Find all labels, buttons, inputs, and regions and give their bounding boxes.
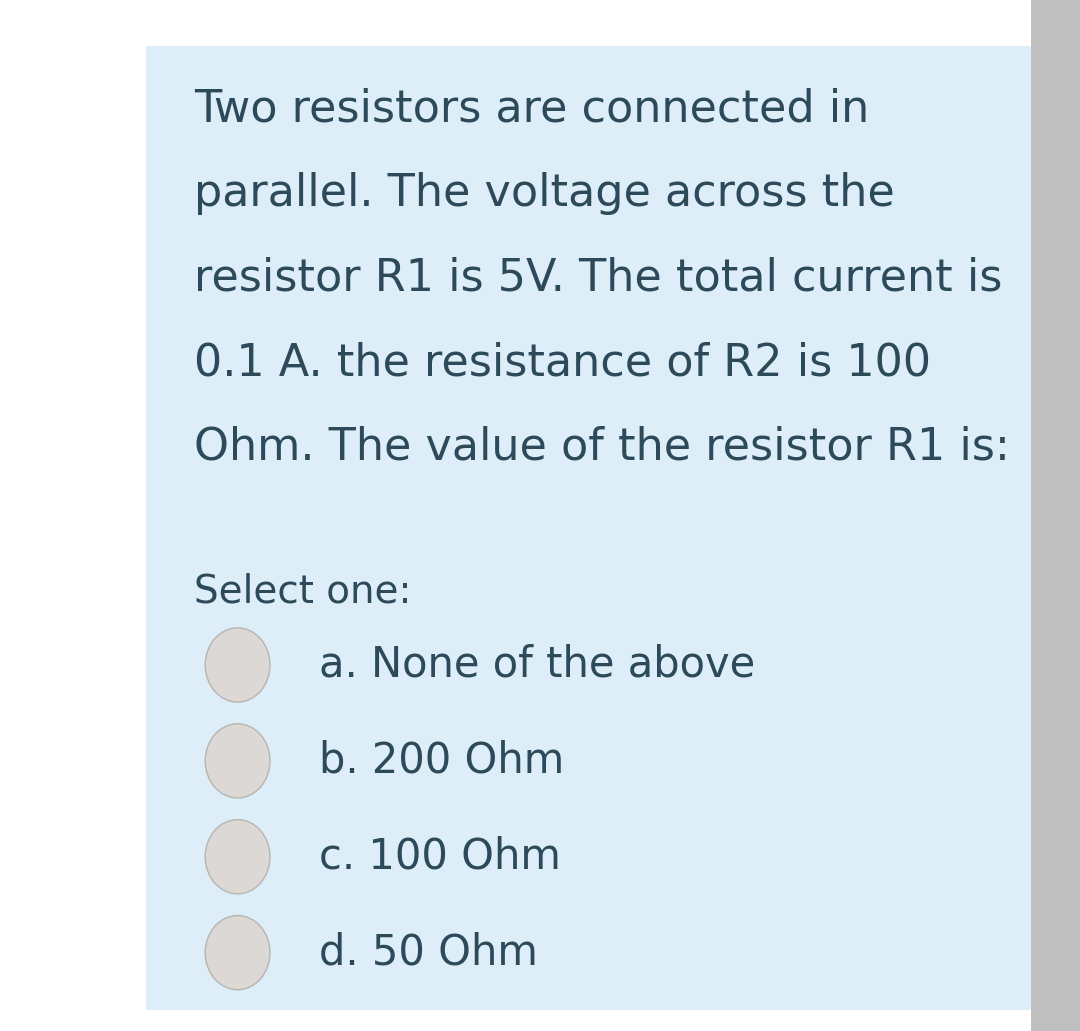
Text: parallel. The voltage across the: parallel. The voltage across the xyxy=(194,172,895,215)
FancyBboxPatch shape xyxy=(0,0,146,1031)
Ellipse shape xyxy=(205,820,270,894)
Ellipse shape xyxy=(205,628,270,702)
Text: c. 100 Ohm: c. 100 Ohm xyxy=(319,836,561,877)
Text: a. None of the above: a. None of the above xyxy=(319,644,755,686)
Ellipse shape xyxy=(205,724,270,798)
Text: Ohm. The value of the resistor R1 is:: Ohm. The value of the resistor R1 is: xyxy=(194,426,1011,469)
Text: Select one:: Select one: xyxy=(194,572,411,610)
Ellipse shape xyxy=(205,916,270,990)
Text: resistor R1 is 5V. The total current is: resistor R1 is 5V. The total current is xyxy=(194,257,1002,300)
Text: Two resistors are connected in: Two resistors are connected in xyxy=(194,88,869,131)
Text: b. 200 Ohm: b. 200 Ohm xyxy=(319,740,564,781)
Text: d. 50 Ohm: d. 50 Ohm xyxy=(319,932,538,973)
FancyBboxPatch shape xyxy=(146,46,1031,1010)
Text: 0.1 A. the resistance of R2 is 100: 0.1 A. the resistance of R2 is 100 xyxy=(194,341,932,385)
FancyBboxPatch shape xyxy=(1031,0,1080,1031)
